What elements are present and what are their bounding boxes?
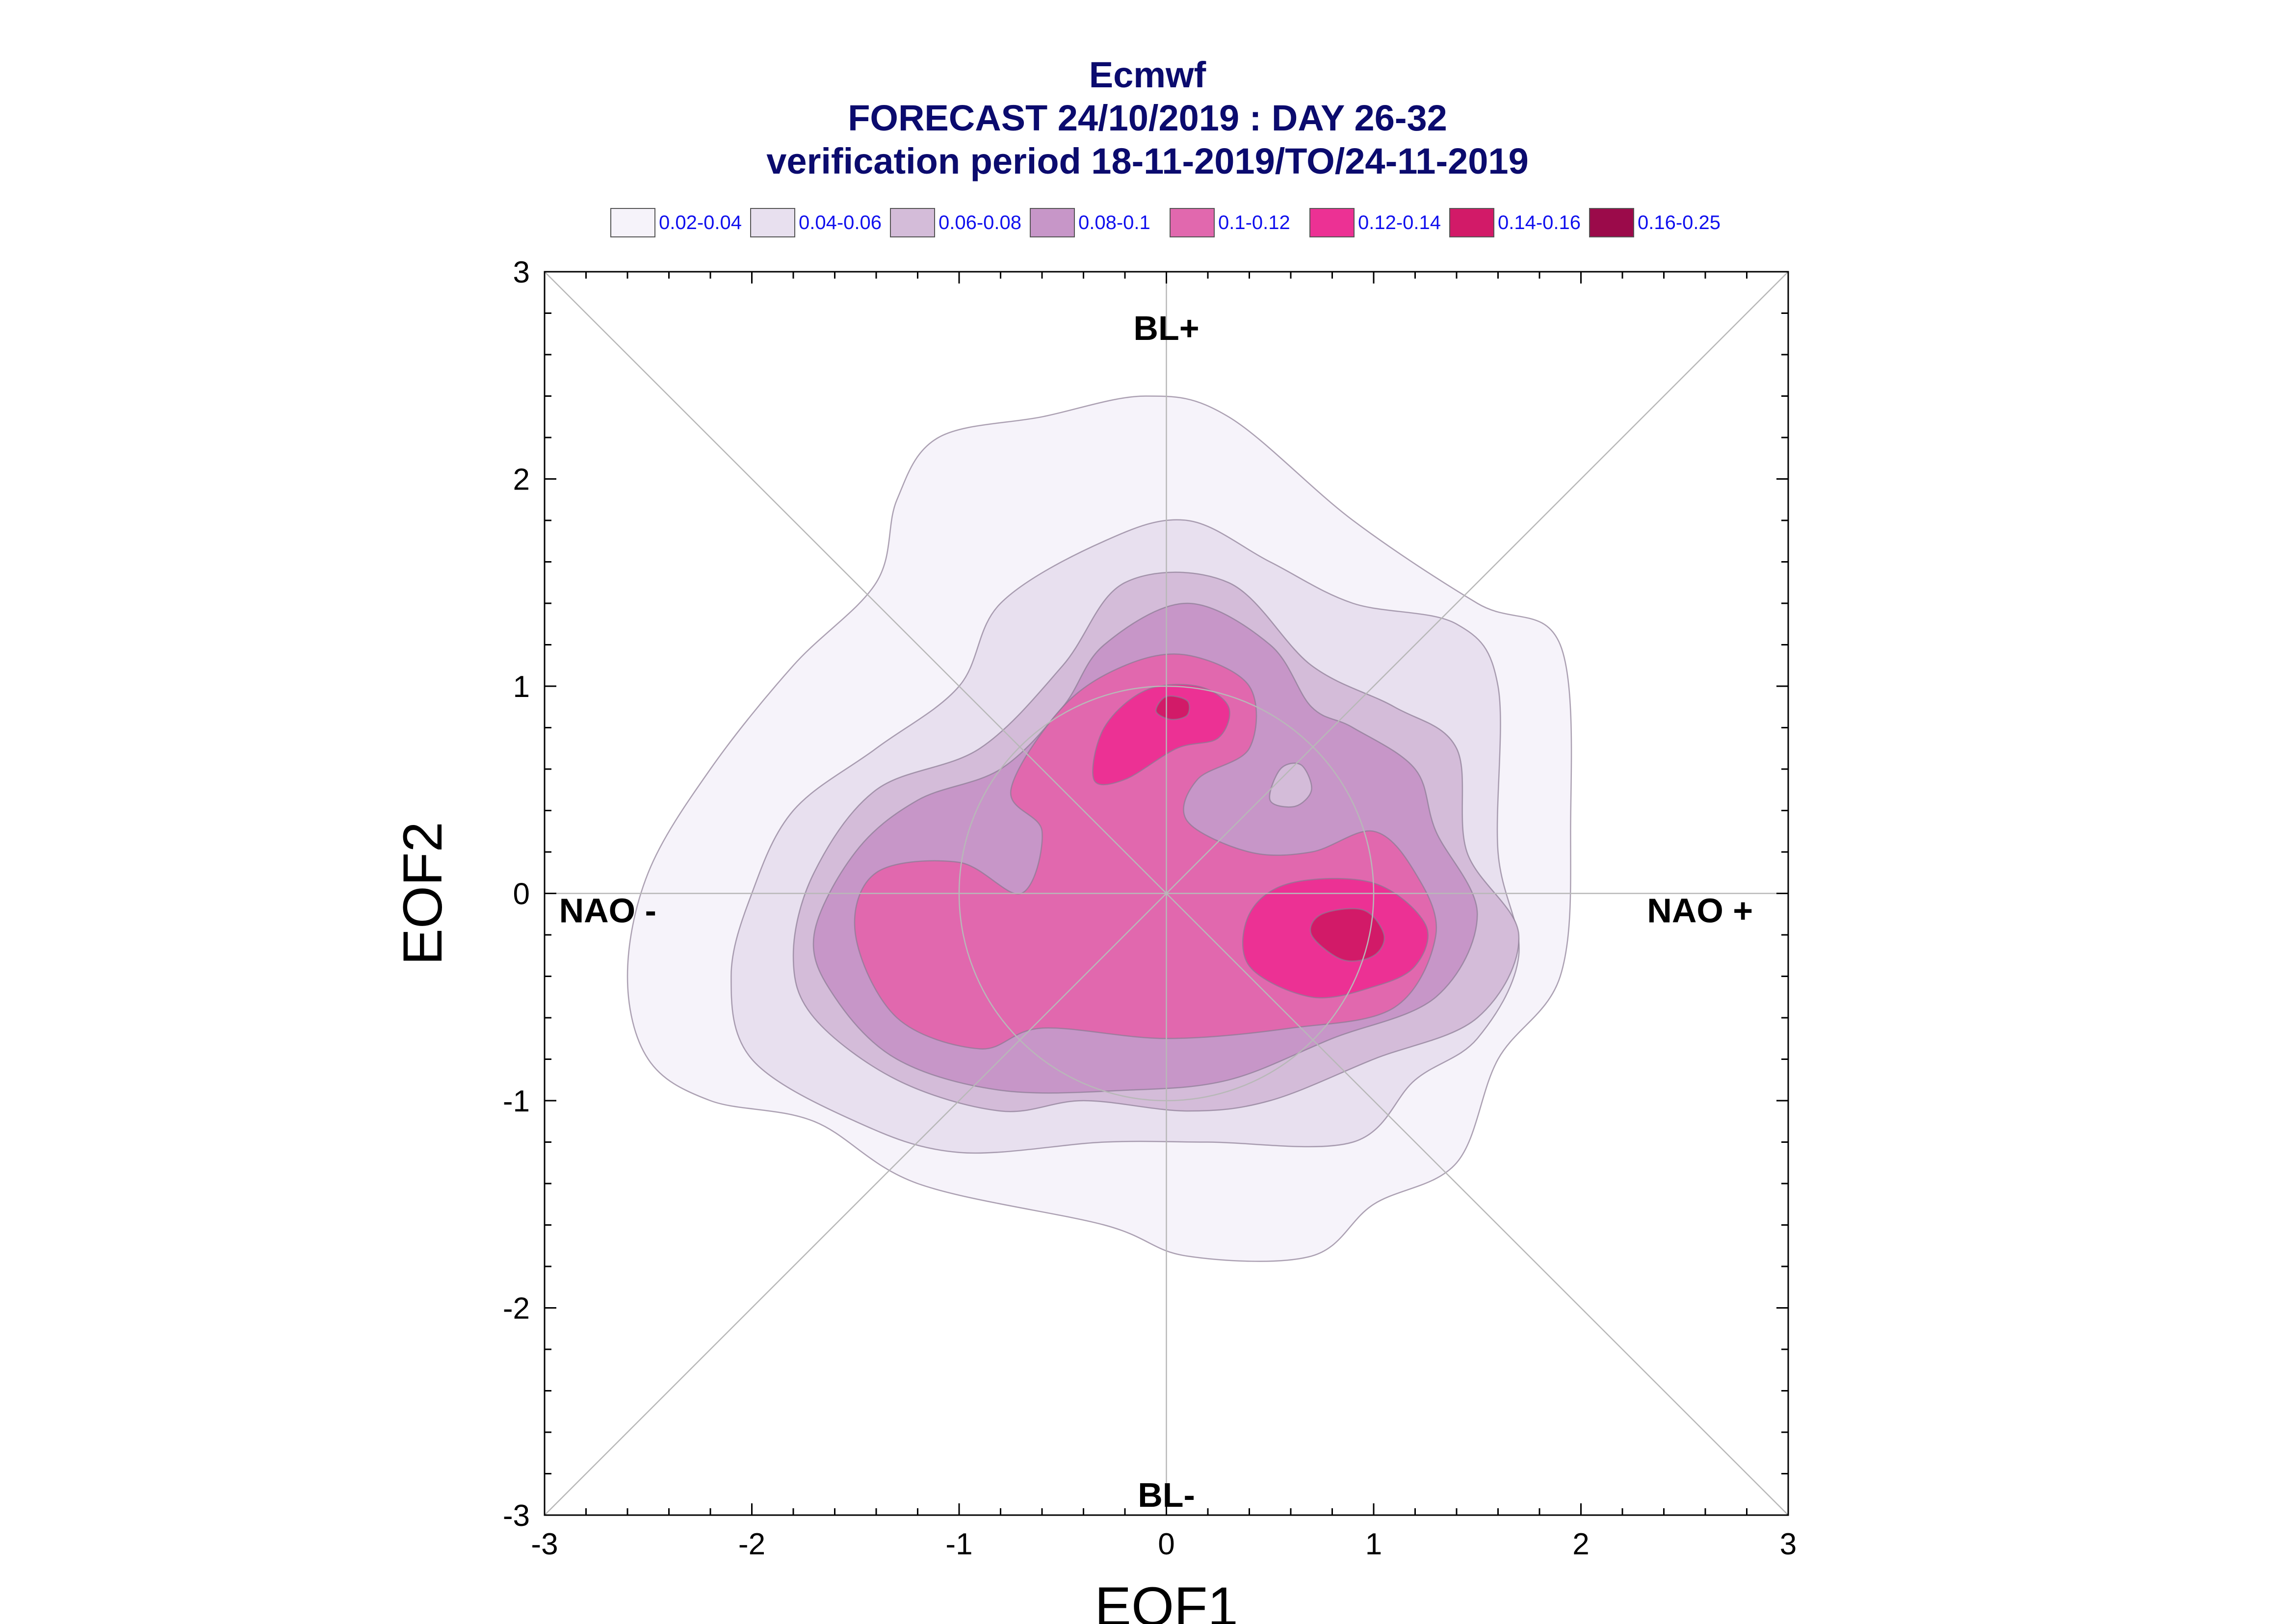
y-tick-label: 1 — [513, 670, 530, 704]
legend-label: 0.02-0.04 — [659, 212, 742, 233]
legend-label: 0.12-0.14 — [1358, 212, 1441, 233]
x-tick-label: -1 — [945, 1527, 972, 1561]
reference-lines — [544, 271, 1789, 1516]
reference-circle — [958, 685, 1375, 1102]
legend: 0.02-0.04 0.04-0.06 0.06-0.08 0.08-0.1 0.1-0… — [610, 208, 1721, 237]
x-tick-label: 2 — [1572, 1527, 1589, 1561]
legend-swatch — [1030, 208, 1075, 237]
x-tick-label: 1 — [1365, 1527, 1382, 1561]
legend-swatch — [890, 208, 935, 237]
legend-label: 0.06-0.08 — [939, 212, 1021, 233]
y-tick-label: 0 — [513, 877, 530, 911]
y-tick-label: -2 — [503, 1292, 530, 1326]
contour-layer — [626, 395, 1572, 1262]
regime-label-nao-minus: NAO - — [559, 891, 656, 929]
regime-label-nao-plus: NAO + — [1647, 891, 1753, 929]
y-tick-label: -3 — [503, 1499, 530, 1533]
legend-swatch — [1589, 208, 1634, 237]
x-tick-label: 3 — [1780, 1527, 1797, 1561]
legend-swatch — [1170, 208, 1215, 237]
plot-area: -3 -2 -1 0 1 2 3 -3 -2 -1 0 1 2 3 — [503, 256, 1797, 1561]
chart-title: Ecmwf — [1089, 54, 1206, 95]
contour-hole-0.06-0.08 — [1269, 762, 1312, 808]
legend-label: 0.14-0.16 — [1498, 212, 1581, 233]
y-tick-label: 2 — [513, 463, 530, 497]
y-tick-label: -1 — [503, 1084, 530, 1118]
contour-0.14-0.16 — [1155, 695, 1190, 721]
chart-subtitle-1: FORECAST 24/10/2019 : DAY 26-32 — [848, 98, 1447, 138]
legend-swatch — [610, 208, 655, 237]
legend-label: 0.1-0.12 — [1218, 212, 1290, 233]
x-axis-label: EOF1 — [1095, 1576, 1238, 1624]
contour-0.12-0.14 — [1092, 684, 1230, 786]
legend-swatch — [1449, 208, 1494, 237]
x-tick-label: -3 — [531, 1527, 558, 1561]
axes: -3 -2 -1 0 1 2 3 -3 -2 -1 0 1 2 3 — [503, 256, 1797, 1561]
legend-swatch — [1309, 208, 1355, 237]
legend-swatch — [750, 208, 795, 237]
chart-subtitle-2: verification period 18-11-2019/TO/24-11-… — [766, 141, 1528, 181]
regime-label-bl-plus: BL+ — [1133, 309, 1199, 347]
x-tick-label: -2 — [738, 1527, 765, 1561]
legend-label: 0.08-0.1 — [1078, 212, 1150, 233]
y-tick-label: 3 — [513, 256, 530, 289]
legend-label: 0.16-0.25 — [1638, 212, 1721, 233]
legend-label: 0.04-0.06 — [799, 212, 882, 233]
diagonal-line — [544, 271, 1789, 1516]
y-axis-label: EOF2 — [392, 822, 453, 965]
x-tick-label: 0 — [1158, 1527, 1174, 1561]
regime-label-bl-minus: BL- — [1138, 1476, 1195, 1514]
